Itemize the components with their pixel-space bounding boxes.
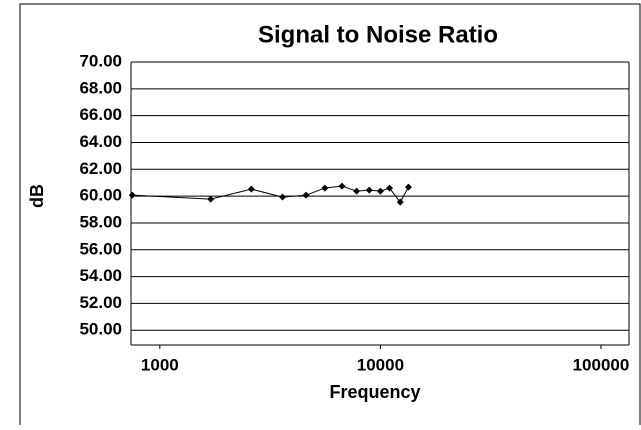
x-tick-label: 1000 bbox=[141, 355, 179, 374]
marker bbox=[302, 191, 310, 199]
marker bbox=[404, 183, 412, 191]
y-tick-label: 66.00 bbox=[79, 105, 122, 124]
marker bbox=[247, 185, 255, 193]
x-tick-label: 100000 bbox=[573, 355, 630, 374]
x-axis-title: Frequency bbox=[329, 382, 420, 402]
y-tick-label: 50.00 bbox=[79, 320, 122, 339]
y-tick-label: 58.00 bbox=[79, 212, 122, 231]
y-tick-label: 62.00 bbox=[79, 159, 122, 178]
y-tick-label: 54.00 bbox=[79, 266, 122, 285]
y-tick-label: 56.00 bbox=[79, 239, 122, 258]
x-tick-label: 10000 bbox=[357, 355, 404, 374]
marker bbox=[207, 195, 215, 203]
marker bbox=[353, 187, 361, 195]
chart-title: Signal to Noise Ratio bbox=[258, 21, 498, 48]
marker bbox=[386, 184, 394, 192]
y-tick-label: 64.00 bbox=[79, 132, 122, 151]
marker bbox=[376, 187, 384, 195]
marker bbox=[279, 193, 287, 201]
marker bbox=[338, 182, 346, 190]
marker bbox=[128, 191, 136, 199]
y-tick-label: 52.00 bbox=[79, 293, 122, 312]
line bbox=[132, 185, 409, 204]
y-tick-label: 70.00 bbox=[79, 51, 122, 70]
marker bbox=[321, 184, 329, 192]
chart-frame bbox=[19, 3, 641, 430]
y-tick-label: 68.00 bbox=[79, 78, 122, 97]
marker bbox=[365, 186, 373, 194]
y-axis-title: dB bbox=[27, 184, 47, 208]
y-tick-label: 60.00 bbox=[79, 186, 122, 205]
marker bbox=[396, 198, 404, 206]
